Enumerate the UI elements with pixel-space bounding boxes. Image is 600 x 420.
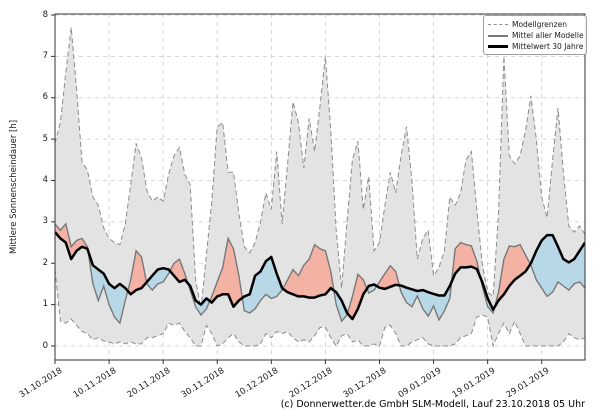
plot-border [54, 13, 586, 361]
gray-line-icon [488, 34, 508, 37]
climate-mean-line [55, 231, 585, 321]
legend-item-mittel-aller-modelle: Mittel aller Modelle [488, 30, 584, 41]
above-normal-fill [494, 244, 531, 307]
model-range-lower-edge [55, 269, 585, 348]
below-normal-fill [399, 281, 452, 320]
below-normal-fill [530, 235, 585, 297]
above-normal-fill [282, 244, 334, 298]
plot-area [55, 27, 585, 348]
below-normal-fill [146, 268, 170, 291]
dashed-line-icon [488, 24, 508, 25]
legend-item-mittelwert-30-jahre: Mittelwert 30 Jahre [488, 41, 584, 52]
legend-item-modellgrenzen: Modellgrenzen [488, 19, 582, 30]
above-normal-fill [55, 223, 88, 260]
below-normal-fill [188, 283, 210, 315]
model-range-upper-edge [55, 27, 585, 309]
legend: Modellgrenzen Mittel aller Modelle Mitte… [483, 15, 587, 55]
below-normal-fill [333, 290, 348, 322]
legend-label: Modellgrenzen [512, 20, 567, 29]
legend-label: Mittelwert 30 Jahre [512, 42, 584, 51]
below-normal-fill [88, 250, 128, 324]
above-normal-fill [169, 259, 188, 284]
above-normal-fill [376, 265, 400, 289]
model-range-band [55, 27, 585, 347]
model-mean-line [55, 222, 585, 325]
legend-label: Mittel aller Modelle [512, 31, 584, 40]
tick-marks [51, 14, 543, 364]
above-normal-fill [347, 274, 367, 320]
below-normal-fill [242, 257, 283, 313]
black-line-icon [488, 45, 508, 48]
